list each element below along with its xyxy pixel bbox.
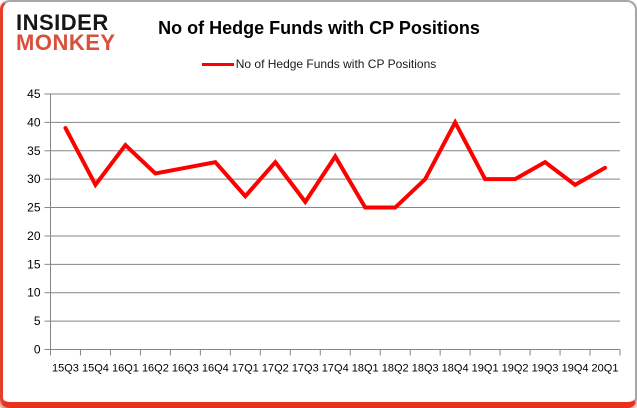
chart-legend: No of Hedge Funds with CP Positions: [3, 57, 635, 71]
x-axis-label: 15Q3: [52, 363, 79, 375]
x-axis-label: 18Q3: [412, 363, 439, 375]
x-axis-label: 15Q4: [82, 363, 109, 375]
x-axis-label: 17Q3: [292, 363, 319, 375]
y-axis-label: 5: [34, 314, 41, 328]
x-axis-label: 19Q2: [502, 363, 529, 375]
y-axis-label: 40: [27, 115, 41, 129]
series-line: [63, 118, 608, 210]
x-axis-label: 18Q2: [382, 363, 409, 375]
logo-line-insider: INSIDER: [16, 10, 109, 35]
line-chart-plot-area: 0 5 10 15 20 25 30 35 40 45 15Q3 15Q4 16Q1 16Q2 16Q3 16…: [27, 87, 621, 375]
x-axis-label: 19Q4: [562, 363, 589, 375]
y-axis-label: 25: [27, 201, 41, 215]
insider-monkey-logo: INSIDER MONKEY: [16, 10, 116, 56]
x-axis-label: 17Q4: [322, 363, 349, 375]
y-axis-label: 15: [27, 257, 41, 271]
x-axis-label: 20Q1: [592, 363, 619, 375]
x-axis-label: 18Q4: [442, 363, 469, 375]
x-axis-label: 16Q4: [202, 363, 229, 375]
legend-label: No of Hedge Funds with CP Positions: [235, 57, 437, 71]
y-axis-label: 0: [34, 343, 41, 357]
x-axis-label: 17Q2: [262, 363, 289, 375]
x-axis-label: 18Q1: [352, 363, 379, 375]
x-axis-label: 16Q3: [172, 363, 199, 375]
y-axis-label: 10: [27, 286, 41, 300]
x-axis-label: 16Q2: [142, 363, 169, 375]
x-axis-label: 19Q3: [532, 363, 559, 375]
chart-title: No of Hedge Funds with CP Positions: [158, 18, 480, 38]
y-axis-label: 45: [27, 87, 41, 101]
x-axis-label: 16Q1: [112, 363, 139, 375]
x-axis-label: 19Q1: [472, 363, 499, 375]
logo-line-monkey: MONKEY: [16, 30, 116, 56]
x-axis-label: 17Q1: [232, 363, 259, 375]
legend-line-swatch: [201, 62, 234, 66]
y-axis-label: 20: [27, 229, 41, 243]
y-axis-label: 30: [27, 172, 41, 186]
y-axis-label: 35: [27, 144, 41, 158]
